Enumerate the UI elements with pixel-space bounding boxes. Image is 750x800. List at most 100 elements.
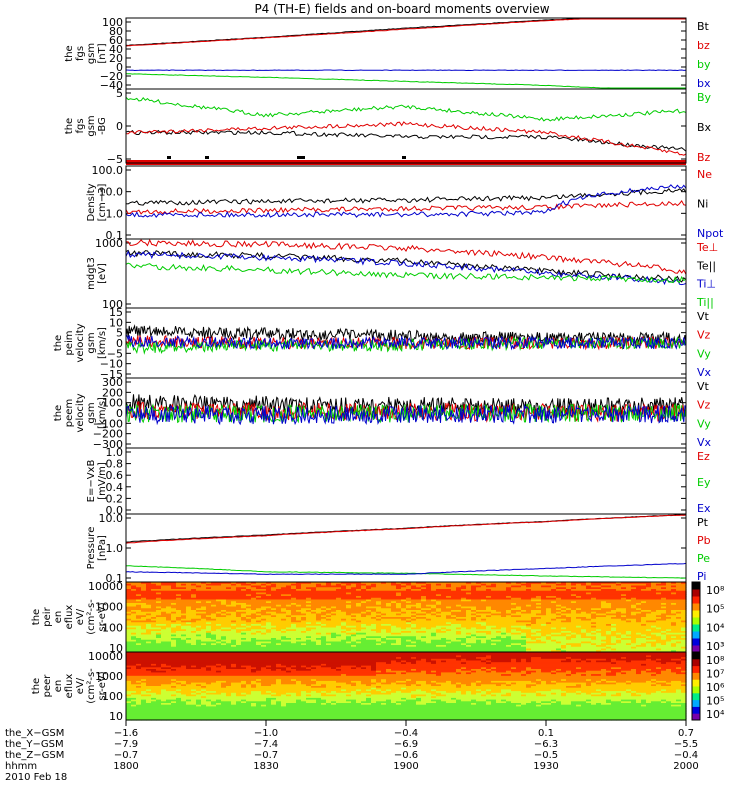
heatmap-cell bbox=[416, 589, 422, 592]
heatmap-cell bbox=[666, 597, 672, 601]
heatmap-cell bbox=[531, 596, 537, 599]
colorbar-segment bbox=[692, 617, 700, 625]
heatmap-cell bbox=[651, 632, 657, 636]
heatmap-cell bbox=[616, 638, 622, 641]
heatmap-cell bbox=[331, 615, 337, 618]
heatmap-cell bbox=[256, 641, 262, 644]
heatmap-cell bbox=[451, 596, 457, 599]
heatmap-cell bbox=[496, 620, 502, 623]
heatmap-cell bbox=[221, 648, 227, 651]
heatmap-cell bbox=[166, 631, 172, 634]
heatmap-cell bbox=[316, 599, 322, 602]
heatmap-cell bbox=[131, 641, 137, 644]
heatmap-cell bbox=[416, 648, 422, 651]
heatmap-cell bbox=[546, 625, 552, 629]
heatmap-cell bbox=[511, 611, 517, 615]
heatmap-cell bbox=[631, 604, 637, 608]
heatmap-cell bbox=[236, 638, 242, 641]
heatmap-cell bbox=[446, 582, 452, 585]
heatmap-cell bbox=[401, 618, 407, 622]
heatmap-cell bbox=[356, 632, 362, 636]
heatmap-cell bbox=[191, 590, 197, 594]
heatmap-cell bbox=[676, 617, 682, 620]
heatmap-cell bbox=[481, 597, 487, 601]
heatmap-cell bbox=[641, 622, 647, 625]
heatmap-cell bbox=[491, 629, 497, 632]
heatmap-cell bbox=[166, 601, 172, 604]
heatmap-cell bbox=[341, 585, 347, 588]
heatmap-cell bbox=[321, 608, 327, 611]
heatmap-cell bbox=[341, 587, 347, 590]
heatmap-cell bbox=[131, 652, 137, 655]
heatmap-cell bbox=[356, 641, 362, 644]
heatmap-cell bbox=[186, 594, 192, 597]
heatmap-cell bbox=[211, 632, 217, 636]
heatmap-cell bbox=[291, 590, 297, 594]
heatmap-cell bbox=[636, 596, 642, 599]
heatmap-cell bbox=[241, 592, 247, 595]
heatmap-cell bbox=[521, 606, 527, 609]
heatmap-cell bbox=[441, 590, 447, 594]
heatmap-cell bbox=[196, 627, 202, 630]
heatmap-cell bbox=[136, 655, 142, 658]
heatmap-cell bbox=[226, 589, 232, 592]
heatmap-cell bbox=[346, 625, 352, 629]
heatmap-cell bbox=[441, 615, 447, 618]
heatmap-cell bbox=[171, 620, 177, 623]
heatmap-cell bbox=[636, 613, 642, 616]
heatmap-cell bbox=[151, 617, 157, 620]
heatmap-cell bbox=[621, 608, 627, 611]
heatmap-cell bbox=[466, 645, 472, 648]
heatmap-cell bbox=[541, 589, 547, 592]
heatmap-cell bbox=[266, 589, 272, 592]
heatmap-cell bbox=[366, 620, 372, 623]
heatmap-cell bbox=[186, 590, 192, 594]
heatmap-cell bbox=[451, 636, 457, 639]
legend-entry: Te|| bbox=[696, 259, 716, 272]
heatmap-cell bbox=[331, 620, 337, 623]
heatmap-cell bbox=[171, 590, 177, 594]
heatmap-cell bbox=[131, 713, 137, 716]
heatmap-cell bbox=[646, 615, 652, 618]
heatmap-cell bbox=[611, 629, 617, 632]
heatmap-cell bbox=[391, 613, 397, 616]
heatmap-cell bbox=[256, 627, 262, 630]
heatmap-cell bbox=[616, 632, 622, 636]
heatmap-cell bbox=[561, 643, 567, 646]
heatmap-cell bbox=[156, 589, 162, 592]
heatmap-cell bbox=[491, 620, 497, 623]
heatmap-cell bbox=[301, 592, 307, 595]
heatmap-cell bbox=[541, 638, 547, 641]
heatmap-cell bbox=[611, 596, 617, 599]
heatmap-cell bbox=[266, 610, 272, 613]
heatmap-cell bbox=[341, 625, 347, 629]
heatmap-cell bbox=[486, 601, 492, 604]
heatmap-cell bbox=[616, 627, 622, 630]
heatmap-cell bbox=[436, 627, 442, 630]
heatmap-cell bbox=[491, 613, 497, 616]
heatmap-cell bbox=[536, 608, 542, 611]
heatmap-cell bbox=[456, 585, 462, 588]
heatmap-cell bbox=[516, 648, 522, 651]
heatmap-cell bbox=[516, 594, 522, 597]
heatmap-cell bbox=[196, 646, 202, 650]
heatmap-cell bbox=[186, 599, 192, 602]
heatmap-cell bbox=[661, 599, 667, 602]
heatmap-cell bbox=[251, 585, 257, 588]
heatmap-cell bbox=[566, 589, 572, 592]
heatmap-cell bbox=[316, 611, 322, 615]
heatmap-cell bbox=[551, 636, 557, 639]
heatmap-cell bbox=[296, 627, 302, 630]
heatmap-cell bbox=[431, 646, 437, 650]
heatmap-cell bbox=[401, 617, 407, 620]
heatmap-cell bbox=[416, 599, 422, 602]
heatmap-cell bbox=[236, 587, 242, 590]
heatmap-cell bbox=[241, 645, 247, 648]
heatmap-cell bbox=[391, 624, 397, 627]
heatmap-cell bbox=[666, 610, 672, 613]
heatmap-cell bbox=[386, 615, 392, 618]
heatmap-cell bbox=[381, 582, 387, 585]
heatmap-cell bbox=[301, 648, 307, 651]
heatmap-cell bbox=[486, 622, 492, 625]
heatmap-cell bbox=[161, 603, 167, 606]
